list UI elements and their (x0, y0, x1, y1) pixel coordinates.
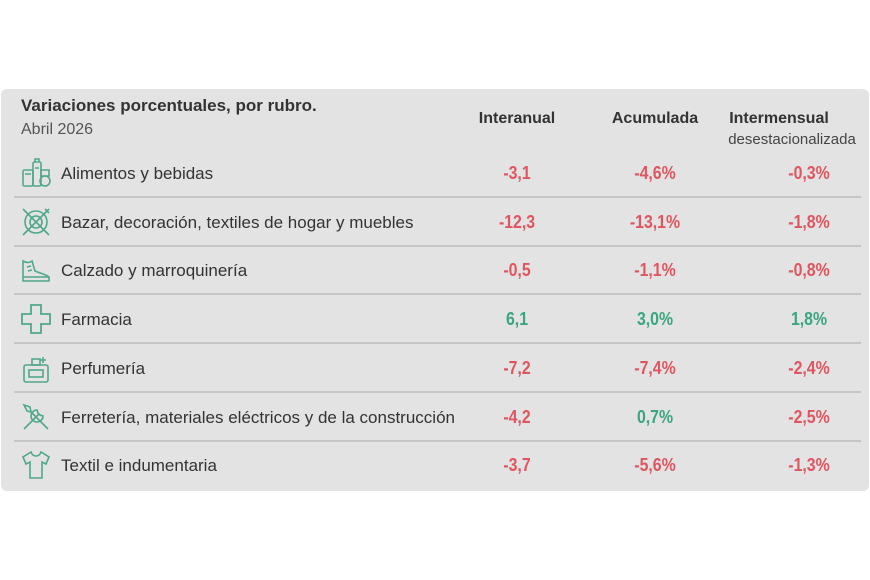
pharmacy-cross-icon (19, 302, 53, 336)
value-acumulada: 0,7% (636, 406, 674, 427)
value-intermensual: -2,5% (788, 406, 830, 427)
table-row: Bazar, decoración, textiles de hogar y m… (14, 199, 861, 247)
value-intermensual: -0,3% (788, 163, 830, 183)
shoe-icon (19, 253, 53, 287)
row-divider (14, 342, 861, 345)
column-subheader-desestacionalizada: desestacionalizada (728, 131, 856, 148)
value-intermensual: 1,8% (790, 309, 828, 330)
value-interanual: -4,2 (503, 406, 531, 427)
table-row: Textil e indumentaria -3,7 -5,6% -1,3% (14, 442, 861, 490)
row-label: Alimentos y bebidas (61, 164, 214, 183)
value-interanual: -12,3 (498, 211, 536, 232)
value-acumulada: 3,0% (636, 309, 674, 330)
value-interanual: -3,7 (503, 455, 531, 476)
food-drinks-icon (19, 156, 53, 190)
value-intermensual: -0,8% (788, 260, 830, 281)
column-header-interanual: Interanual (478, 110, 556, 127)
column-header-intermensual: Intermensual (729, 110, 829, 127)
value-interanual: -7,2 (503, 357, 531, 378)
table-card (1, 89, 869, 491)
value-interanual: 6,1 (505, 309, 529, 330)
row-label: Ferretería, materiales eléctricos y de l… (61, 407, 455, 427)
value-intermensual: -1,3% (788, 455, 830, 476)
table-row: Calzado y marroquinería -0,5 -1,1% -0,8% (14, 247, 861, 296)
value-intermensual: -1,8% (788, 211, 830, 232)
row-divider (14, 244, 861, 247)
value-intermensual: -2,4% (788, 357, 830, 378)
tools-icon (19, 400, 53, 434)
table-title: Variaciones porcentuales, por rubro. (21, 96, 317, 115)
value-interanual: -0,5 (503, 260, 531, 281)
table-row: Alimentos y bebidas -3,1 -4,6% -0,3% (14, 150, 861, 198)
row-label: Bazar, decoración, textiles de hogar y m… (61, 212, 414, 232)
row-divider (14, 390, 861, 393)
row-label: Farmacia (61, 310, 132, 330)
row-divider (14, 196, 861, 198)
column-header-acumulada: Acumulada (611, 110, 699, 127)
value-acumulada: -13,1% (629, 211, 681, 232)
perfume-icon (19, 351, 53, 385)
value-interanual: -3,1 (503, 163, 531, 183)
value-acumulada: -1,1% (634, 260, 676, 281)
table-row: Ferretería, materiales eléctricos y de l… (14, 394, 861, 442)
row-divider (14, 293, 861, 296)
value-acumulada: -7,4% (634, 357, 676, 378)
value-acumulada: -4,6% (634, 163, 676, 183)
row-label: Textil e indumentaria (61, 456, 217, 476)
table-row: Farmacia 6,1 3,0% 1,8% (14, 296, 861, 345)
value-acumulada: -5,6% (634, 455, 676, 476)
shirt-icon (19, 448, 53, 482)
cutlery-plate-icon (19, 205, 53, 239)
table-subtitle: Abril 2026 (21, 121, 94, 138)
row-divider (14, 439, 861, 442)
table-row: Perfumería -7,2 -7,4% -2,4% (14, 345, 861, 393)
row-label: Perfumería (61, 358, 146, 378)
row-label: Calzado y marroquinería (61, 261, 248, 281)
